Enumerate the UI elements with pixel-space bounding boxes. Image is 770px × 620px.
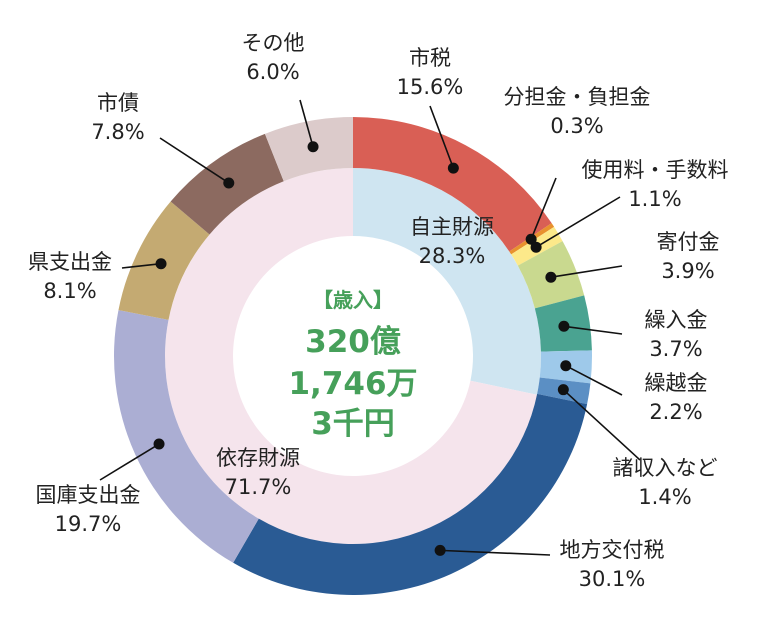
center-total-line1: 320億 xyxy=(305,324,401,360)
outer-label-name: 市債 xyxy=(96,91,139,115)
outer-label-name: 地方交付税 xyxy=(559,538,665,562)
inner-slice-1 xyxy=(165,168,537,544)
center-total-line3: 3千円 xyxy=(311,406,395,442)
outer-label-value: 15.6% xyxy=(396,75,464,99)
outer-label-7: 地方交付税 30.1% xyxy=(560,536,665,594)
outer-label-name: その他 xyxy=(241,31,305,55)
leader-line-10 xyxy=(159,137,230,184)
outer-label-value: 2.2% xyxy=(649,400,703,424)
outer-label-name: 繰入金 xyxy=(644,308,708,332)
leader-dot-5 xyxy=(560,360,572,372)
leader-line-3 xyxy=(550,265,623,278)
outer-label-11: その他 6.0% xyxy=(242,29,305,87)
leader-dot-8 xyxy=(153,438,165,450)
outer-slice-8 xyxy=(113,310,259,563)
leader-dot-10 xyxy=(223,177,235,189)
outer-label-name: 寄付金 xyxy=(656,230,720,254)
leader-line-8 xyxy=(99,443,160,481)
leader-line-2 xyxy=(535,196,621,248)
outer-label-value: 3.7% xyxy=(649,337,703,361)
outer-label-name: 諸収入など xyxy=(612,456,718,480)
outer-label-name: 使用料・手数料 xyxy=(581,158,729,182)
leader-line-5 xyxy=(565,364,623,396)
outer-label-10: 市債 7.8% xyxy=(91,89,144,147)
leader-line-11 xyxy=(299,99,314,147)
leader-line-9 xyxy=(121,262,162,269)
outer-label-4: 繰入金 3.7% xyxy=(645,306,708,364)
outer-label-value: 0.3% xyxy=(550,114,604,138)
outer-label-name: 県支出金 xyxy=(28,250,112,274)
outer-label-value: 7.8% xyxy=(91,120,145,144)
outer-label-value: 30.1% xyxy=(578,567,646,591)
outer-label-6: 諸収入など 1.4% xyxy=(613,454,718,512)
leader-dot-4 xyxy=(558,320,570,332)
outer-label-1: 分担金・負担金 0.3% xyxy=(504,83,651,141)
outer-label-0: 市税 15.6% xyxy=(397,44,464,102)
inner-slice-0 xyxy=(353,168,542,395)
center-total-line2: 1,746万 xyxy=(288,366,418,402)
outer-label-8: 国庫支出金 19.7% xyxy=(36,481,141,539)
outer-label-value: 1.4% xyxy=(638,485,692,509)
leader-line-0 xyxy=(429,105,455,169)
inner-label-value: 71.7% xyxy=(224,475,292,499)
outer-label-value: 19.7% xyxy=(54,512,122,536)
outer-label-name: 分担金・負担金 xyxy=(503,85,651,109)
inner-label-name: 依存財源 xyxy=(216,446,300,470)
center-title: 【歳入】 xyxy=(313,288,393,312)
outer-label-value: 6.0% xyxy=(246,60,300,84)
leader-line-1 xyxy=(530,177,557,240)
leader-dot-3 xyxy=(545,271,557,283)
outer-label-value: 8.1% xyxy=(43,279,97,303)
inner-label-1: 依存財源 71.7% xyxy=(216,444,300,502)
outer-label-3: 寄付金 3.9% xyxy=(657,228,720,286)
leader-dot-11 xyxy=(307,141,319,153)
outer-label-value: 1.1% xyxy=(628,187,682,211)
outer-label-9: 県支出金 8.1% xyxy=(28,248,112,306)
leader-dot-7 xyxy=(434,544,446,556)
outer-label-name: 市税 xyxy=(409,46,451,70)
leader-line-6 xyxy=(562,389,641,461)
leader-dot-9 xyxy=(155,258,167,270)
outer-label-value: 3.9% xyxy=(661,259,715,283)
inner-label-name: 自主財源 xyxy=(410,215,494,239)
leader-dot-1 xyxy=(525,233,537,245)
inner-label-0: 自主財源 28.3% xyxy=(410,213,494,271)
outer-label-5: 繰越金 2.2% xyxy=(645,369,708,427)
outer-slice-0 xyxy=(353,117,552,252)
leader-dot-2 xyxy=(530,241,542,253)
leader-dot-6 xyxy=(557,384,569,396)
outer-label-name: 国庫支出金 xyxy=(35,483,141,507)
leader-dot-0 xyxy=(447,162,459,174)
leader-line-7 xyxy=(440,549,551,556)
leader-line-4 xyxy=(563,325,623,335)
inner-label-value: 28.3% xyxy=(418,244,486,268)
outer-label-name: 繰越金 xyxy=(644,371,708,395)
outer-label-2: 使用料・手数料 1.1% xyxy=(582,156,729,214)
outer-slice-7 xyxy=(233,393,588,595)
